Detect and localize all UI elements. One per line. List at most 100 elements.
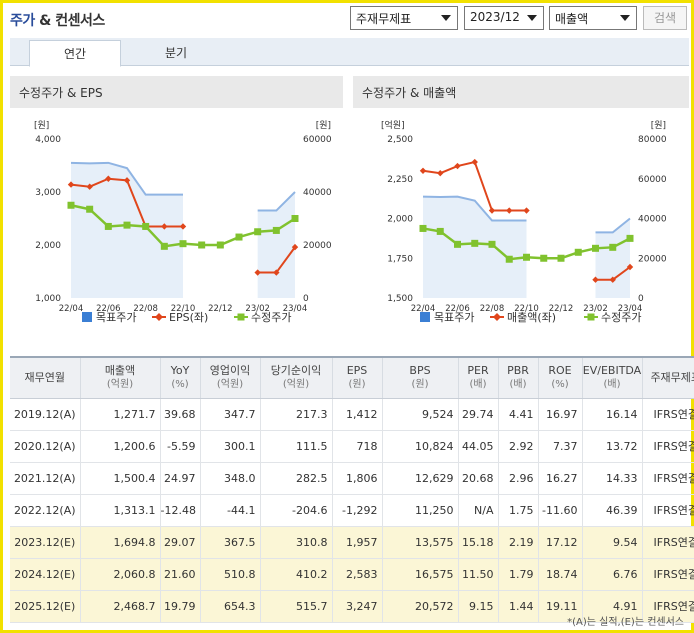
column-header-unit: (%) [551, 378, 569, 390]
table-cell: 12,629 [381, 462, 458, 495]
target-price-area [71, 162, 183, 298]
table-cell: 21.60 [159, 558, 200, 591]
right-tick-label: 40000 [303, 188, 332, 198]
table-cell: 14.33 [581, 462, 642, 495]
financial-statement-select[interactable]: 주재무제표 [350, 6, 458, 30]
left-series-point [67, 181, 75, 188]
column-header: PER (배) [457, 356, 498, 399]
metric-select[interactable]: 매출액 [549, 6, 637, 30]
left-series-point [506, 207, 513, 214]
chart-legend: 목표주가 EPS(좌) 수정주가 [82, 311, 291, 324]
table-cell: 19.11 [537, 590, 582, 623]
table-cell: 2023.12(E) [10, 526, 80, 559]
table-cell: 1,412 [331, 398, 382, 431]
page-title: 주가 & 컨센서스 [10, 10, 105, 30]
chart-right-title: 수정주가 & 매출액 [353, 76, 689, 108]
adjusted-price-point [436, 227, 444, 235]
table-cell: 2,583 [331, 558, 382, 591]
table-cell: 515.7 [259, 590, 332, 623]
table-cell: 2019.12(A) [10, 398, 80, 431]
left-series-point [123, 177, 131, 184]
x-tick-label: 22/04 [411, 304, 436, 314]
left-series-point [454, 162, 461, 170]
left-series-point [254, 269, 261, 276]
table-cell: IFRS연결 [641, 558, 694, 591]
x-tick-label: 22/10 [171, 304, 196, 314]
table-cell: 111.5 [259, 430, 332, 463]
legend-swatch-target [420, 312, 430, 322]
table-cell: 347.7 [199, 398, 260, 431]
financial-statement-value: 주재무제표 [356, 12, 412, 26]
adjusted-price-point [592, 244, 599, 252]
table-row: 2023.12(E) 1,694.8 29.07 367.5 310.8 1,957 13,… [10, 526, 694, 559]
column-header-label: ROE [548, 363, 572, 377]
x-tick-label: 23/04 [618, 304, 643, 314]
right-axis-unit: [원] [316, 120, 331, 131]
column-header: EV/EBITDA (배) [581, 356, 642, 399]
period-value: 2023/12 [470, 10, 520, 24]
column-header-label: 매출액 [104, 363, 136, 377]
adjusted-price-point [523, 253, 530, 261]
table-cell: 2.96 [497, 462, 538, 495]
target-price-area [595, 218, 630, 298]
column-header: 당기순이익 (억원) [259, 356, 332, 399]
metric-value: 매출액 [555, 12, 589, 26]
tab-annual[interactable]: 연간 [29, 40, 121, 67]
table-cell: 1,957 [331, 526, 382, 559]
column-header: 매출액 (억원) [79, 356, 160, 399]
table-cell: 282.5 [259, 462, 332, 495]
column-header-unit: (%) [171, 378, 189, 390]
right-tick-label: 20000 [638, 254, 667, 264]
x-tick-label: 23/02 [583, 304, 608, 314]
right-tick-label: 80000 [638, 135, 667, 145]
table-cell: 217.3 [259, 398, 332, 431]
adjusted-price-point [609, 243, 617, 251]
column-header-unit: (배) [509, 378, 527, 390]
column-header-unit: (원) [411, 378, 429, 390]
period-tabs: 연간 분기 [10, 38, 689, 67]
table-cell: 2022.12(A) [10, 494, 80, 527]
table-cell: 13.72 [581, 430, 642, 463]
left-series-point [488, 207, 496, 214]
table-cell: 24.97 [159, 462, 200, 495]
legend-label-left-series: EPS(좌) [169, 311, 208, 324]
table-cell: IFRS연결 [641, 462, 694, 495]
chart-legend: 목표주가 매출액(좌) 수정주가 [420, 311, 641, 324]
table-cell: 44.05 [457, 430, 498, 463]
x-tick-label: 22/12 [549, 304, 574, 314]
table-cell: 1,200.6 [79, 430, 160, 463]
table-cell: 2020.12(A) [10, 430, 80, 463]
right-tick-label: 0 [638, 294, 644, 304]
table-cell: 1.79 [497, 558, 538, 591]
table-cell: -5.59 [159, 430, 200, 463]
column-header-label: PBR [507, 363, 529, 377]
column-header-label: EPS [346, 363, 368, 377]
tab-quarterly[interactable]: 분기 [164, 46, 188, 60]
adjusted-price-point [505, 255, 513, 263]
x-tick-label: 23/02 [245, 304, 270, 314]
target-price-area [423, 196, 527, 298]
legend-marker-left-series [155, 313, 163, 321]
column-header-unit: (배) [603, 378, 621, 390]
adjusted-price-point [626, 234, 634, 242]
left-series-point [419, 167, 427, 174]
legend-label-target: 목표주가 [96, 311, 136, 324]
table-cell: 11.50 [457, 558, 498, 591]
period-select[interactable]: 2023/12 [464, 6, 544, 30]
table-cell: 1,806 [331, 462, 382, 495]
left-series-point [523, 207, 530, 214]
table-cell: 18.74 [537, 558, 582, 591]
adjusted-price-point [471, 239, 479, 247]
search-button[interactable]: 검색 [643, 6, 687, 30]
right-tick-label: 60000 [638, 175, 667, 185]
left-series-point [626, 263, 634, 271]
table-cell: 16.14 [581, 398, 642, 431]
table-cell: 1,500.4 [79, 462, 160, 495]
left-tick-label: 4,000 [35, 135, 61, 145]
adjusted-price-point [216, 241, 224, 249]
column-header: ROE (%) [537, 356, 582, 399]
target-price-line [595, 217, 631, 234]
table-row: 2020.12(A) 1,200.6 -5.59 300.1 111.5 718 10,82… [10, 430, 694, 463]
table-cell: 510.8 [199, 558, 260, 591]
